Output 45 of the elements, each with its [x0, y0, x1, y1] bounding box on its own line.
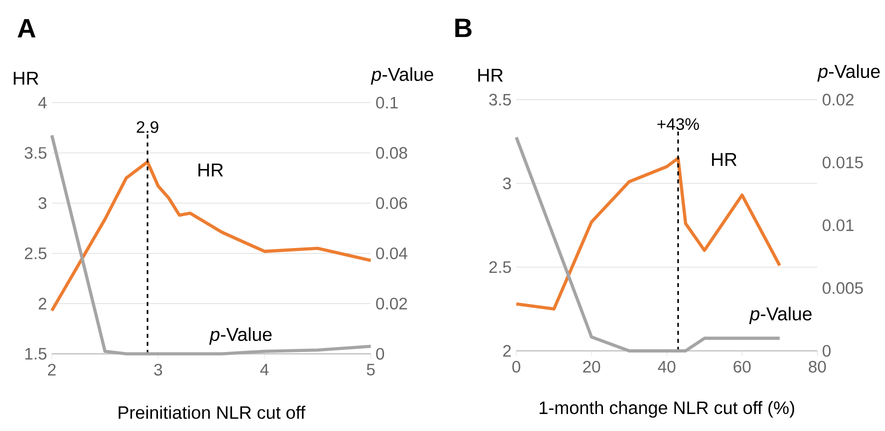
- y2-tick-label: 0.02: [376, 298, 407, 310]
- y2-tick-label: 0.04: [376, 248, 408, 260]
- annotation: HR: [198, 164, 223, 177]
- x-axis-title: 1-month change NLR cut off (%): [540, 401, 794, 418]
- y2-tick-label: 0.06: [376, 197, 408, 210]
- y2-tick-label: 0.015: [822, 156, 863, 169]
- y-tick-label: 2: [38, 298, 46, 310]
- annotation: p-Value: [209, 328, 272, 345]
- chart-title: B: [455, 18, 472, 38]
- y2-axis-title: p-Value: [817, 64, 880, 82]
- y-tick-label: 3: [38, 197, 46, 210]
- x-tick-label: 0: [512, 361, 520, 373]
- y2-tick-label: 0.02: [822, 94, 854, 106]
- chart-title: A: [18, 19, 36, 38]
- y2-tick-label: 0: [376, 348, 384, 360]
- y-axis-title: HR: [478, 69, 503, 82]
- y2-axis-title: p-Value: [370, 68, 434, 85]
- y-tick-label: 1.5: [25, 348, 46, 360]
- x-tick-label: 80: [808, 361, 826, 373]
- y2-tick-label: 0.005: [822, 282, 863, 294]
- y2-tick-label: 0: [822, 345, 831, 357]
- x-tick-label: 40: [658, 361, 676, 373]
- ref-line-label: +43%: [657, 118, 699, 130]
- y2-tick-label: 0.1: [376, 96, 398, 109]
- y-tick-label: 2: [503, 345, 511, 357]
- y-tick-label: 3.5: [489, 94, 511, 106]
- y2-tick-label: 0.08: [376, 147, 408, 159]
- x-tick-label: 20: [583, 361, 600, 373]
- annotation: p-Value: [749, 306, 812, 324]
- y-tick-label: 3.5: [24, 147, 46, 159]
- y-axis-title: HR: [14, 72, 38, 85]
- x-tick-label: 2: [48, 364, 56, 376]
- line-series: [50, 160, 372, 312]
- x-tick-label: 3: [154, 364, 162, 376]
- x-axis-title: Preinitiation NLR cut off: [118, 406, 306, 420]
- y-tick-label: 2.5: [489, 261, 511, 274]
- x-tick-label: 60: [734, 361, 751, 373]
- ref-line-label: 2.9: [136, 121, 158, 134]
- annotation: HR: [712, 153, 737, 166]
- y-tick-label: 2.5: [24, 248, 46, 260]
- x-tick-label: 5: [366, 364, 375, 376]
- y-tick-label: 3: [503, 178, 511, 190]
- x-tick-label: 4: [260, 364, 269, 376]
- y-tick-label: 4: [38, 97, 47, 109]
- y2-tick-label: 0.01: [822, 220, 854, 232]
